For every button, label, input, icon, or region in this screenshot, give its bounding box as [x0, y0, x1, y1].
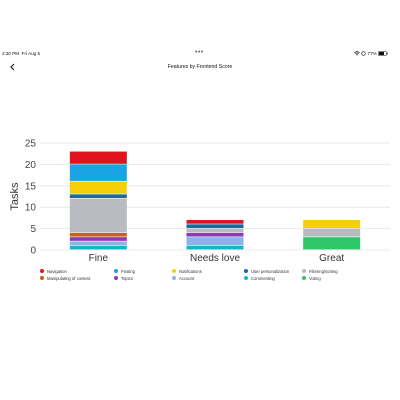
bar-segment — [69, 245, 127, 250]
y-tick-label: 15 — [25, 181, 37, 192]
stacked-bar-chart: 0 5 10 15 20 25 Tasks Fine Needs love Great — [9, 139, 390, 264]
wifi-icon — [354, 51, 360, 56]
bar-segment — [69, 241, 127, 246]
bar-segment — [69, 232, 127, 237]
legend-swatch — [114, 269, 118, 273]
legend-label: Account — [179, 275, 195, 281]
legend-label: Topics — [121, 275, 133, 281]
status-indicators: 77% — [354, 51, 388, 57]
bar-segment — [69, 164, 127, 181]
bar-segment — [303, 220, 361, 228]
legend-swatch — [40, 276, 44, 280]
x-category-label: Fine — [89, 253, 109, 264]
bar-segment — [186, 224, 244, 228]
legend-label: Commenting — [251, 275, 275, 281]
legend-swatch — [114, 276, 118, 280]
bar-segment — [186, 237, 244, 246]
status-bar: 2:30 PM Fri Aug 5 ••• 77% — [0, 49, 400, 59]
legend-item: Account — [172, 275, 194, 281]
nav-bar: Features by Frontend Score — [0, 60, 400, 76]
legend-label: Filtering/sorting — [309, 268, 338, 274]
status-time-date: 2:30 PM Fri Aug 5 — [2, 51, 40, 56]
status-date: Fri Aug 5 — [21, 51, 41, 56]
bar-segment — [69, 198, 127, 233]
battery-percent: 77% — [367, 51, 377, 56]
x-category-label: Needs love — [190, 253, 240, 264]
bar-segment — [186, 232, 244, 237]
bar-segment — [186, 245, 244, 250]
battery-icon — [378, 51, 388, 57]
x-category-label: Great — [319, 253, 344, 264]
legend-swatch — [302, 269, 306, 273]
legend-item: Manipulating of content — [40, 275, 90, 281]
legend-swatch — [244, 269, 248, 273]
legend-item: Filtering/sorting — [302, 268, 338, 274]
orientation-lock-icon — [361, 51, 366, 56]
chevron-left-icon[interactable] — [8, 62, 18, 72]
legend-item: Commenting — [244, 275, 275, 281]
legend-swatch — [302, 276, 306, 280]
bar-segment — [69, 194, 127, 199]
legend-label: Voting — [309, 275, 321, 281]
legend-label: User personalization — [251, 268, 290, 274]
status-time: 2:30 PM — [2, 51, 20, 56]
legend-item: Voting — [302, 275, 321, 281]
y-tick-label: 0 — [30, 246, 36, 257]
legend-label: Notifications — [179, 268, 202, 274]
y-tick-label: 20 — [25, 160, 37, 171]
legend-item: User personalization — [244, 268, 289, 274]
y-axis-title: Tasks — [9, 182, 21, 211]
legend-item: Navigation — [40, 268, 67, 274]
y-tick-label: 5 — [30, 224, 36, 235]
legend-swatch — [244, 276, 248, 280]
y-tick-label: 10 — [25, 203, 37, 214]
legend-label: Manipulating of content — [47, 275, 91, 281]
bar-segment — [69, 181, 127, 194]
legend-item: Posting — [114, 268, 135, 274]
legend-swatch — [172, 276, 176, 280]
page-title: Features by Frontend Score — [167, 64, 233, 70]
bar-segment — [69, 237, 127, 241]
legend-swatch — [172, 269, 176, 273]
legend-item: Notifications — [172, 268, 202, 274]
y-tick-label: 25 — [25, 139, 37, 150]
bar-segment — [303, 228, 361, 237]
bar-segment — [186, 220, 244, 224]
legend-swatch — [40, 269, 44, 273]
legend-label: Posting — [121, 268, 135, 274]
bar-segment — [69, 151, 127, 164]
legend-label: Navigation — [47, 268, 67, 274]
legend-item: Topics — [114, 275, 133, 281]
bar-segment — [303, 237, 361, 250]
multitasking-dots[interactable]: ••• — [195, 49, 204, 56]
bar-segment — [186, 228, 244, 233]
chart-area: 0 5 10 15 20 25 Tasks Fine Needs love Great — [0, 130, 400, 290]
